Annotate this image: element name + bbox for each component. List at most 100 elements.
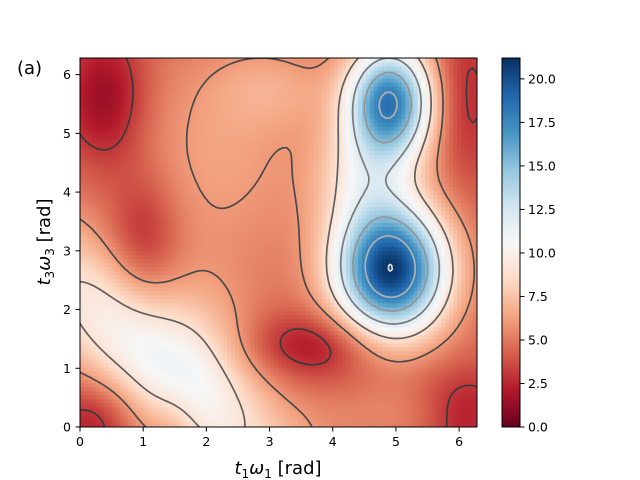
heatmap-cell xyxy=(87,354,93,360)
heatmap-cell xyxy=(405,262,411,268)
heatmap-cell xyxy=(361,298,367,304)
heatmap-cell xyxy=(258,314,264,320)
heatmap-cell xyxy=(127,418,133,424)
heatmap-cell xyxy=(80,238,85,244)
heatmap-cell xyxy=(83,310,89,316)
heatmap-cell xyxy=(151,422,157,427)
heatmap-cell xyxy=(306,378,311,384)
heatmap-cell xyxy=(425,314,430,320)
heatmap-cell xyxy=(155,250,160,256)
heatmap-cell xyxy=(417,290,423,296)
heatmap-cell xyxy=(115,402,121,408)
heatmap-cell xyxy=(338,418,343,424)
heatmap-cell xyxy=(230,366,236,372)
heatmap-cell xyxy=(163,282,168,288)
heatmap-cell xyxy=(413,386,419,392)
heatmap-cell xyxy=(282,386,288,392)
heatmap-cell xyxy=(318,338,323,344)
heatmap-cell xyxy=(250,278,256,284)
heatmap-cell xyxy=(187,234,192,240)
heatmap-cell xyxy=(183,234,188,240)
heatmap-cell xyxy=(302,306,307,312)
heatmap-cell xyxy=(377,238,383,244)
heatmap-cell xyxy=(330,250,335,256)
heatmap-cell xyxy=(167,294,172,300)
heatmap-cell xyxy=(147,278,153,284)
heatmap-cell xyxy=(115,274,121,280)
heatmap-cell xyxy=(425,230,430,236)
heatmap-cell xyxy=(103,374,109,380)
heatmap-cell xyxy=(389,418,395,424)
heatmap-cell xyxy=(322,390,327,396)
heatmap-cell xyxy=(465,242,470,248)
heatmap-cell xyxy=(334,370,339,376)
heatmap-cell xyxy=(167,254,172,260)
heatmap-cell xyxy=(338,366,343,372)
heatmap-cell xyxy=(437,386,442,392)
heatmap-cell xyxy=(465,386,470,392)
heatmap-cell xyxy=(151,350,157,356)
heatmap-cell xyxy=(211,278,216,284)
heatmap-cell xyxy=(226,370,232,376)
heatmap-cell xyxy=(226,302,232,308)
heatmap-cell xyxy=(457,262,462,268)
heatmap-cell xyxy=(254,290,260,296)
heatmap-cell xyxy=(139,406,145,412)
heatmap-cell xyxy=(282,418,288,424)
heatmap-cell xyxy=(123,258,129,264)
heatmap-cell xyxy=(218,226,224,232)
heatmap-cell xyxy=(389,250,395,256)
heatmap-cell xyxy=(441,338,446,344)
heatmap-cell xyxy=(282,262,288,268)
heatmap-cell xyxy=(461,282,466,288)
heatmap-cell xyxy=(417,230,423,236)
heatmap-cell xyxy=(353,378,359,384)
heatmap-cell xyxy=(469,414,474,420)
heatmap-cell xyxy=(342,422,347,427)
heatmap-cell xyxy=(270,386,276,392)
heatmap-cell xyxy=(393,362,399,368)
heatmap-cell xyxy=(453,330,458,336)
heatmap-cell xyxy=(167,398,172,404)
heatmap-cell xyxy=(83,238,89,244)
heatmap-cell xyxy=(195,358,200,364)
heatmap-cell xyxy=(270,418,276,424)
heatmap-cell xyxy=(401,234,407,240)
heatmap-cell xyxy=(226,402,232,408)
heatmap-cell xyxy=(349,374,355,380)
heatmap-cell xyxy=(183,250,188,256)
heatmap-cell xyxy=(214,398,220,404)
heatmap-cell xyxy=(338,354,343,360)
heatmap-cell xyxy=(334,414,339,420)
heatmap-cell xyxy=(87,410,93,416)
heatmap-cell xyxy=(143,346,149,352)
heatmap-cell xyxy=(326,422,331,427)
heatmap-cell xyxy=(250,302,256,308)
heatmap-cell xyxy=(302,262,307,268)
heatmap-cell xyxy=(143,382,149,388)
heatmap-cell xyxy=(214,238,220,244)
heatmap-cell xyxy=(119,330,125,336)
heatmap-cell xyxy=(131,346,137,352)
heatmap-cell xyxy=(171,362,176,368)
heatmap-cell xyxy=(445,270,450,276)
heatmap-cell xyxy=(274,266,280,272)
heatmap-cell xyxy=(230,266,236,272)
heatmap-cell xyxy=(417,314,423,320)
heatmap-cell xyxy=(278,402,284,408)
heatmap-cell xyxy=(473,334,477,340)
heatmap-cell xyxy=(457,342,462,348)
heatmap-cell xyxy=(393,386,399,392)
heatmap-cell xyxy=(405,310,411,316)
heatmap-cell xyxy=(107,374,113,380)
heatmap-cell xyxy=(278,238,284,244)
heatmap-cell xyxy=(214,394,220,400)
heatmap-cell xyxy=(314,302,319,308)
heatmap-cell xyxy=(405,346,411,352)
heatmap-cell xyxy=(421,318,426,324)
heatmap-cell xyxy=(199,294,204,300)
heatmap-cell xyxy=(191,282,196,288)
heatmap-cell xyxy=(349,350,355,356)
heatmap-cell xyxy=(199,234,204,240)
heatmap-cell xyxy=(278,410,284,416)
